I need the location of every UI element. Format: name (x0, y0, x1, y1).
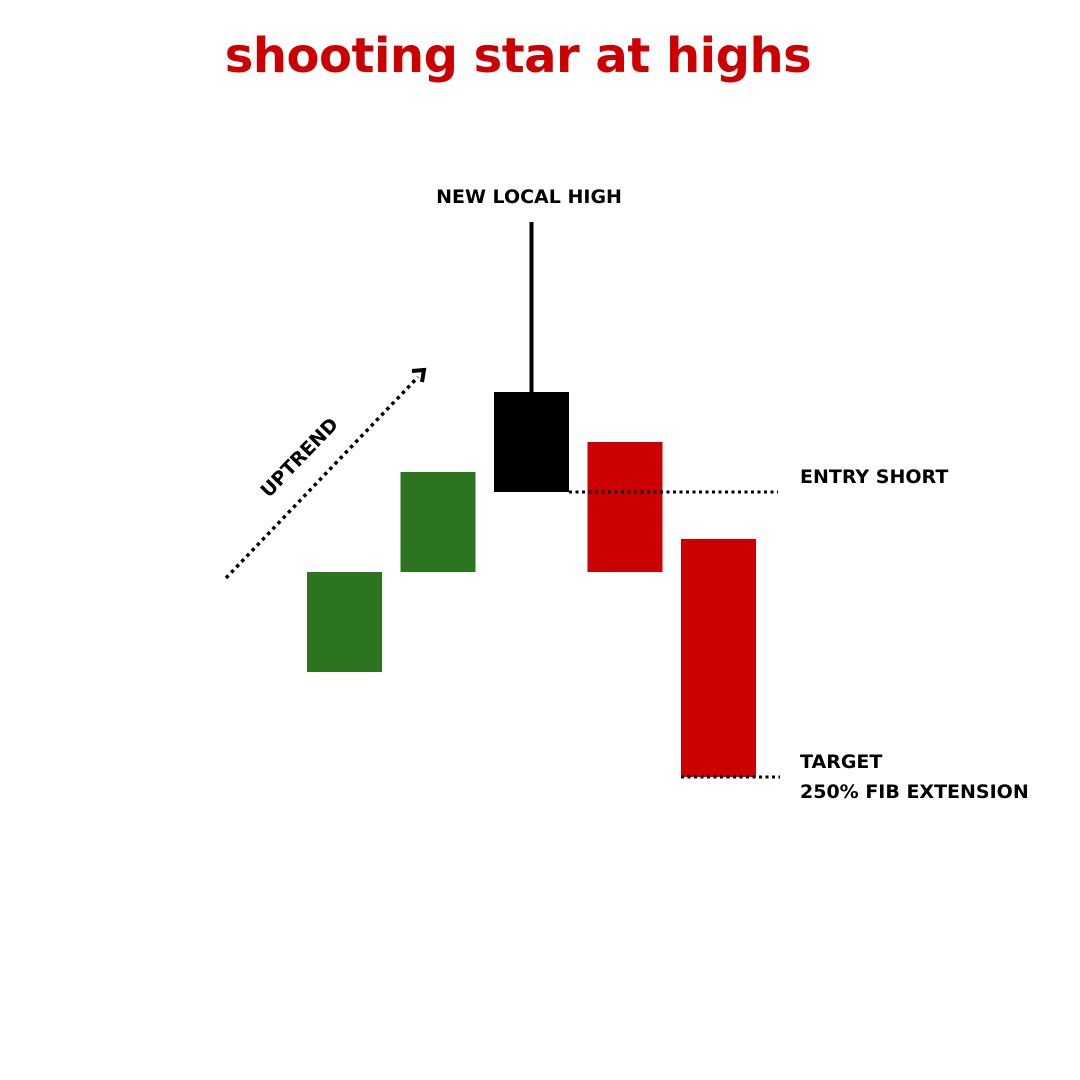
target-label: TARGET (800, 751, 882, 773)
shooting-star-candle (494, 392, 569, 492)
entry-short-label: ENTRY SHORT (800, 466, 948, 488)
first-green-candle (307, 572, 382, 672)
second-green-candle (400, 472, 476, 572)
second-red-candle (681, 539, 756, 777)
first-red-candle (587, 442, 663, 572)
new-local-high-label: NEW LOCAL HIGH (436, 186, 622, 208)
uptrend-arrow (224, 367, 427, 580)
uptrend-label: UPTREND (256, 414, 342, 502)
uptrend-arrowhead-icon (411, 367, 427, 383)
uptrend-arrow-line (224, 375, 420, 580)
page-title: shooting star at highs (224, 28, 812, 84)
fib-extension-label: 250% FIB EXTENSION (800, 781, 1029, 803)
candles-group (307, 222, 756, 777)
